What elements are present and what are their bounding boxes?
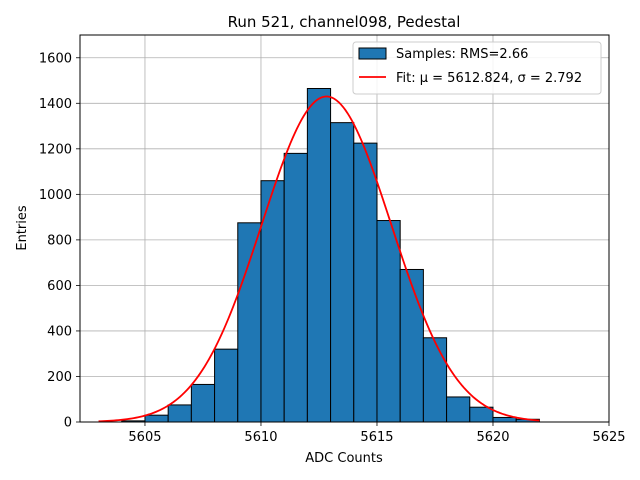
y-tick-label: 1200 <box>39 142 72 157</box>
y-tick-label: 400 <box>47 324 72 339</box>
histogram-bar <box>283 152 308 423</box>
legend-box <box>352 41 602 95</box>
histogram-bar <box>144 414 169 423</box>
histogram-bar <box>306 87 332 423</box>
x-tick-label: 5615 <box>360 430 393 445</box>
legend-label-fit: Fit: μ = 5612.824, σ = 2.792 <box>396 71 582 86</box>
x-tick-label: 5620 <box>476 430 509 445</box>
y-tick-label: 0 <box>64 416 72 431</box>
x-axis-ticks: 5605 5610 5615 5620 5625 <box>128 422 626 445</box>
x-tick-label: 5610 <box>244 430 277 445</box>
plot-frame <box>79 34 610 423</box>
x-tick-label: 5625 <box>592 430 625 445</box>
x-tick-label: 5605 <box>128 430 161 445</box>
x-axis-label: ADC Counts <box>305 451 383 466</box>
legend-swatch-samples <box>358 47 387 60</box>
gaussian-fit-curve <box>98 95 540 423</box>
y-tick-label: 1000 <box>39 188 72 203</box>
y-tick-label: 800 <box>47 233 72 248</box>
histogram-bar <box>167 404 192 423</box>
y-tick-label: 600 <box>47 279 72 294</box>
histogram-bar <box>353 142 378 423</box>
y-axis-ticks: 0 200 400 600 800 1000 1200 1400 1600 <box>39 51 80 431</box>
histogram-bar <box>330 122 355 423</box>
histogram-bar <box>237 222 262 423</box>
y-tick-label: 1400 <box>39 97 72 112</box>
legend-label-samples: Samples: RMS=2.66 <box>396 47 528 62</box>
fit-curve-layer <box>98 95 540 423</box>
chart-title: Run 521, channel098, Pedestal <box>228 13 461 31</box>
legend: Samples: RMS=2.66 Fit: μ = 5612.824, σ =… <box>352 41 602 95</box>
histogram-bar <box>469 406 494 423</box>
y-tick-label: 1600 <box>39 51 72 66</box>
histogram-bar <box>376 220 401 423</box>
histogram-bar <box>492 416 517 423</box>
histogram-bar <box>190 383 216 423</box>
histogram-bar <box>214 348 239 423</box>
y-tick-label: 200 <box>47 370 72 385</box>
histogram-bar <box>399 268 424 423</box>
histogram-bar <box>446 396 471 423</box>
histogram-bar <box>422 337 448 423</box>
histogram-bars <box>121 87 540 423</box>
y-axis-label: Entries <box>15 205 30 251</box>
